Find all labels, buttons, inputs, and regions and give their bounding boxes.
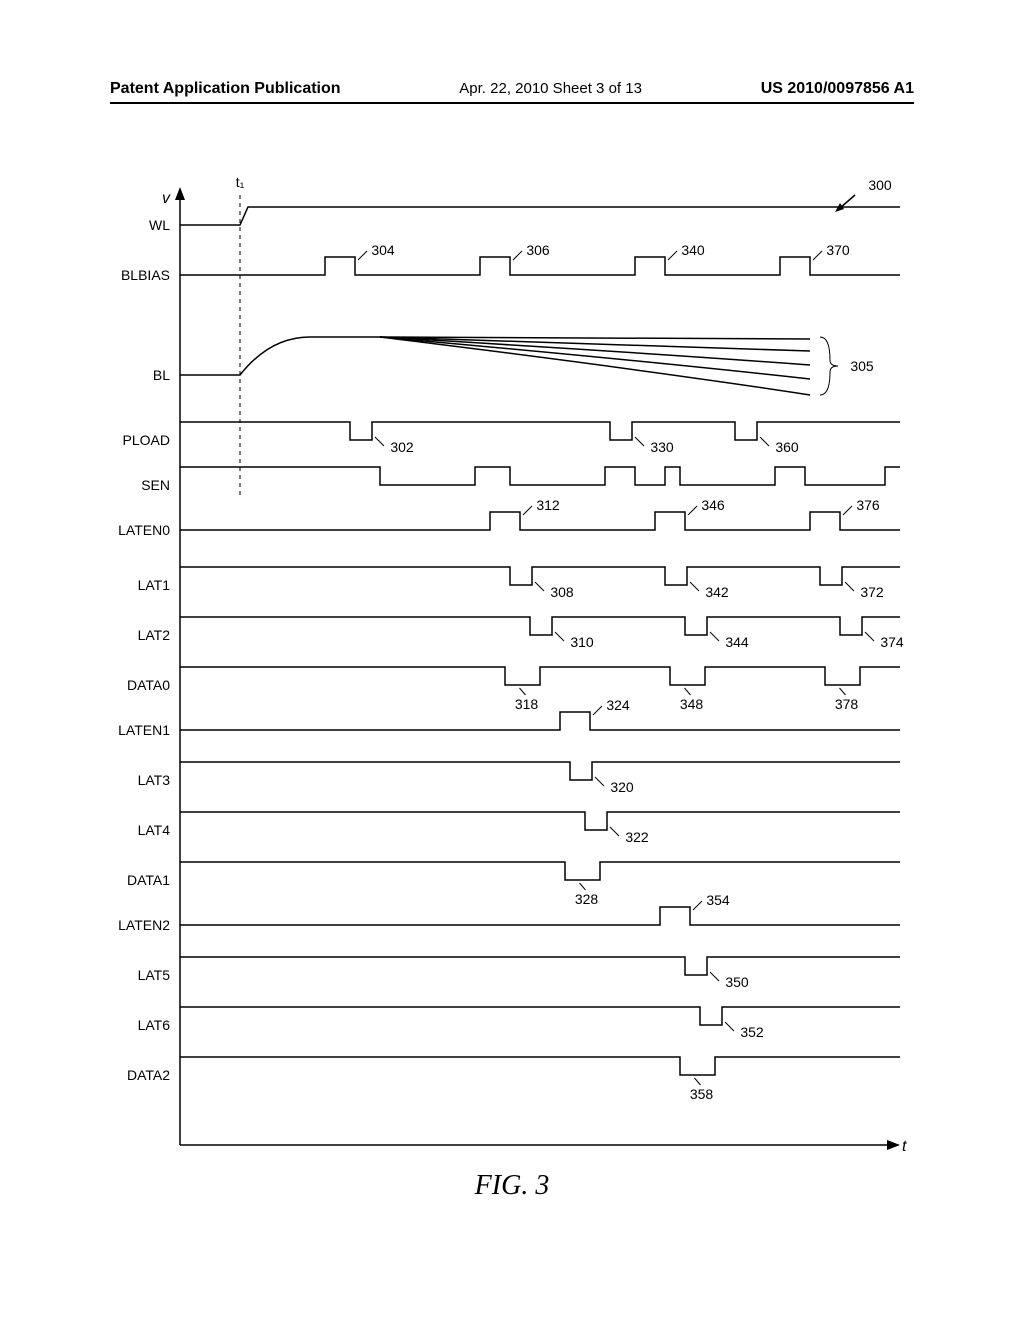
svg-text:300: 300 xyxy=(868,177,892,193)
svg-text:342: 342 xyxy=(705,584,729,600)
svg-text:346: 346 xyxy=(701,497,725,513)
svg-text:352: 352 xyxy=(740,1024,764,1040)
svg-text:320: 320 xyxy=(610,779,634,795)
svg-text:SEN: SEN xyxy=(141,477,170,493)
svg-text:WL: WL xyxy=(149,217,170,233)
svg-text:304: 304 xyxy=(371,242,395,258)
svg-text:358: 358 xyxy=(690,1086,714,1102)
svg-text:312: 312 xyxy=(536,497,560,513)
svg-text:LAT5: LAT5 xyxy=(138,967,171,983)
svg-text:LAT2: LAT2 xyxy=(138,627,171,643)
svg-text:LAT3: LAT3 xyxy=(138,772,171,788)
svg-text:305: 305 xyxy=(850,358,874,374)
page-header: Patent Application Publication Apr. 22, … xyxy=(110,80,914,104)
svg-text:302: 302 xyxy=(390,439,414,455)
svg-text:372: 372 xyxy=(860,584,884,600)
svg-text:308: 308 xyxy=(550,584,574,600)
svg-text:BLBIAS: BLBIAS xyxy=(121,267,170,283)
svg-text:PLOAD: PLOAD xyxy=(123,432,170,448)
svg-text:360: 360 xyxy=(775,439,799,455)
header-date-sheet: Apr. 22, 2010 Sheet 3 of 13 xyxy=(459,80,642,97)
header-publication: Patent Application Publication xyxy=(110,80,341,98)
svg-text:318: 318 xyxy=(515,696,539,712)
svg-text:354: 354 xyxy=(706,892,730,908)
svg-text:t₁: t₁ xyxy=(236,174,245,190)
timing-diagram: v t t₁ 300 WL BLBIAS 304 306 340 370 BL 305 PLOAD 302… xyxy=(110,165,910,1165)
svg-text:322: 322 xyxy=(625,829,649,845)
svg-text:376: 376 xyxy=(856,497,880,513)
svg-text:DATA2: DATA2 xyxy=(127,1067,170,1083)
svg-text:340: 340 xyxy=(681,242,705,258)
svg-text:LAT1: LAT1 xyxy=(138,577,171,593)
svg-text:LAT6: LAT6 xyxy=(138,1017,171,1033)
svg-text:310: 310 xyxy=(570,634,594,650)
svg-text:v: v xyxy=(162,190,171,207)
svg-text:t: t xyxy=(902,1138,907,1155)
svg-text:330: 330 xyxy=(650,439,674,455)
svg-text:LATEN0: LATEN0 xyxy=(118,522,170,538)
svg-text:BL: BL xyxy=(153,367,170,383)
svg-text:LATEN2: LATEN2 xyxy=(118,917,170,933)
svg-text:344: 344 xyxy=(725,634,749,650)
svg-text:378: 378 xyxy=(835,696,859,712)
svg-text:DATA1: DATA1 xyxy=(127,872,170,888)
svg-text:DATA0: DATA0 xyxy=(127,677,170,693)
svg-text:LATEN1: LATEN1 xyxy=(118,722,170,738)
svg-text:328: 328 xyxy=(575,891,599,907)
svg-text:306: 306 xyxy=(526,242,550,258)
svg-text:348: 348 xyxy=(680,696,704,712)
svg-text:350: 350 xyxy=(725,974,749,990)
svg-text:LAT4: LAT4 xyxy=(138,822,171,838)
svg-text:324: 324 xyxy=(606,697,630,713)
header-docnum: US 2010/0097856 A1 xyxy=(761,80,914,98)
svg-text:374: 374 xyxy=(880,634,904,650)
figure-caption: FIG. 3 xyxy=(0,1170,1024,1202)
svg-text:370: 370 xyxy=(826,242,850,258)
